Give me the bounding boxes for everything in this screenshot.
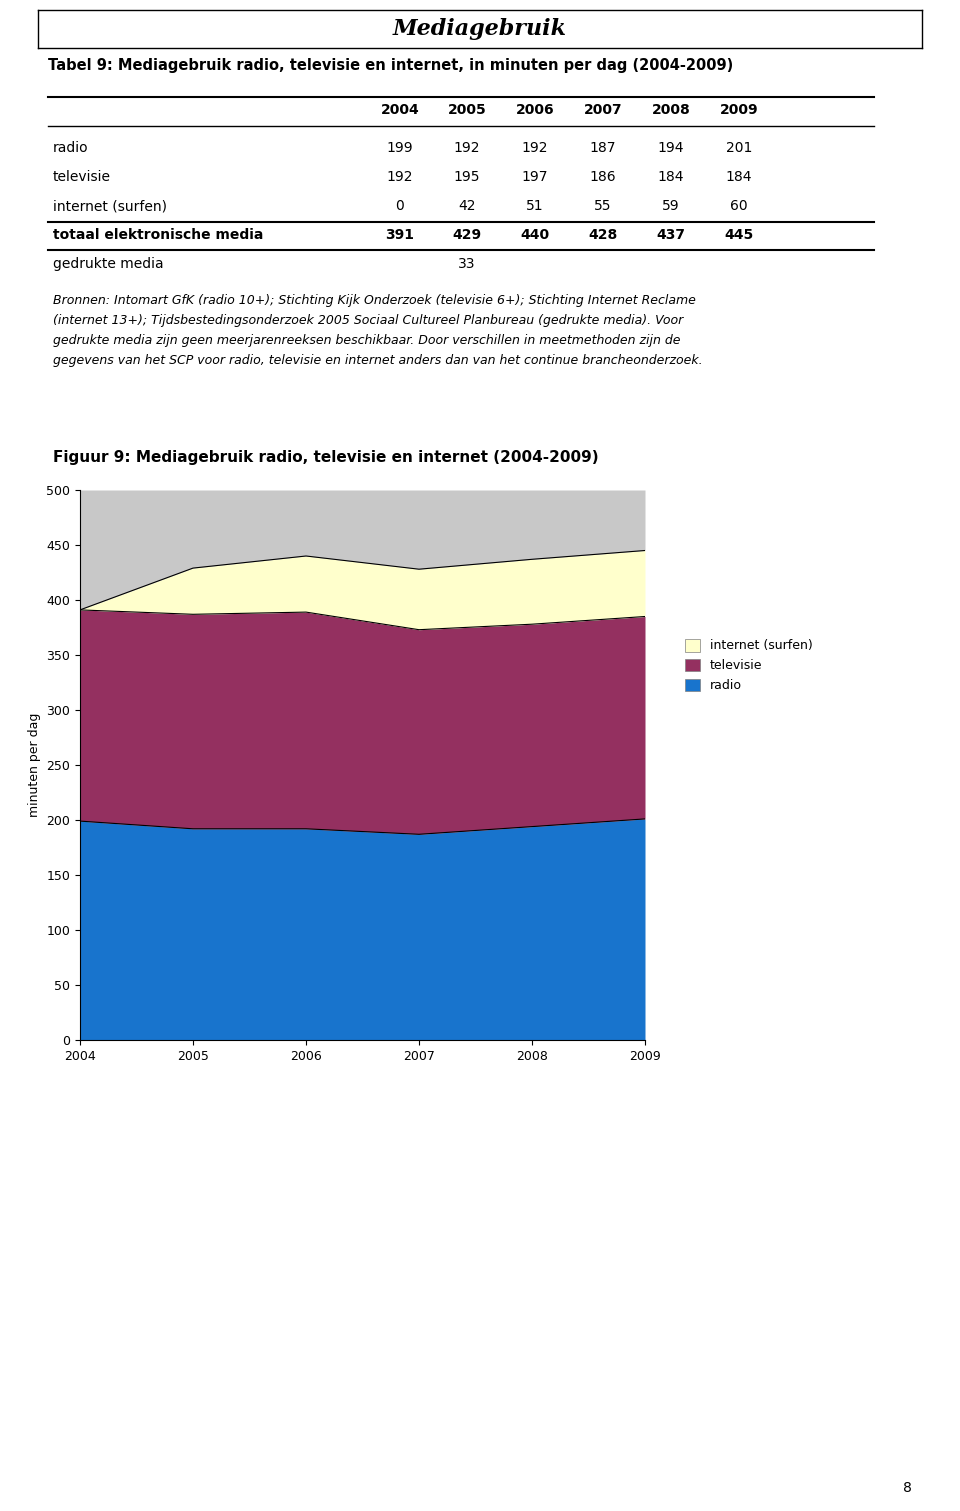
Text: 51: 51 (526, 199, 543, 213)
Text: 42: 42 (458, 199, 476, 213)
Y-axis label: minuten per dag: minuten per dag (28, 713, 40, 817)
Text: 197: 197 (521, 171, 548, 184)
Text: 2008: 2008 (652, 103, 690, 116)
Text: 192: 192 (454, 141, 480, 156)
Legend: internet (surfen), televisie, radio: internet (surfen), televisie, radio (680, 633, 817, 697)
Text: radio: radio (53, 141, 88, 156)
Text: 60: 60 (731, 199, 748, 213)
Text: 8: 8 (903, 1481, 912, 1494)
Text: 184: 184 (658, 171, 684, 184)
Text: 445: 445 (725, 228, 754, 242)
Text: 428: 428 (588, 228, 617, 242)
Text: 184: 184 (726, 171, 753, 184)
Text: 391: 391 (386, 228, 415, 242)
Text: 440: 440 (520, 228, 549, 242)
Text: 186: 186 (589, 171, 616, 184)
Text: 2006: 2006 (516, 103, 554, 116)
Text: gegevens van het SCP voor radio, televisie en internet anders dan van het contin: gegevens van het SCP voor radio, televis… (53, 354, 703, 367)
Text: 2005: 2005 (447, 103, 487, 116)
Text: Figuur 9: Mediagebruik radio, televisie en internet (2004-2009): Figuur 9: Mediagebruik radio, televisie … (53, 450, 598, 465)
Text: 437: 437 (657, 228, 685, 242)
Text: 2007: 2007 (584, 103, 622, 116)
Text: 2004: 2004 (380, 103, 420, 116)
Text: 192: 192 (387, 171, 413, 184)
Text: 0: 0 (396, 199, 404, 213)
Text: 429: 429 (452, 228, 482, 242)
Text: 59: 59 (662, 199, 680, 213)
Text: Bronnen: Intomart GfK (radio 10+); Stichting Kijk Onderzoek (televisie 6+); Stic: Bronnen: Intomart GfK (radio 10+); Stich… (53, 295, 696, 307)
Text: internet (surfen): internet (surfen) (53, 199, 167, 213)
Text: gedrukte media: gedrukte media (53, 257, 163, 270)
Text: 55: 55 (594, 199, 612, 213)
Text: Tabel 9: Mediagebruik radio, televisie en internet, in minuten per dag (2004-200: Tabel 9: Mediagebruik radio, televisie e… (48, 57, 733, 73)
Text: (internet 13+); Tijdsbestedingsonderzoek 2005 Sociaal Cultureel Planbureau (gedr: (internet 13+); Tijdsbestedingsonderzoek… (53, 314, 684, 326)
Text: 201: 201 (726, 141, 753, 156)
Text: 2009: 2009 (720, 103, 758, 116)
Text: 194: 194 (658, 141, 684, 156)
Text: 199: 199 (387, 141, 414, 156)
Text: 192: 192 (521, 141, 548, 156)
Text: gedrukte media zijn geen meerjarenreeksen beschikbaar. Door verschillen in meetm: gedrukte media zijn geen meerjarenreekse… (53, 334, 681, 348)
Text: televisie: televisie (53, 171, 110, 184)
Text: 187: 187 (589, 141, 616, 156)
Text: 195: 195 (454, 171, 480, 184)
Text: Mediagebruik: Mediagebruik (393, 18, 567, 39)
Text: totaal elektronische media: totaal elektronische media (53, 228, 263, 242)
Text: 33: 33 (458, 257, 476, 270)
